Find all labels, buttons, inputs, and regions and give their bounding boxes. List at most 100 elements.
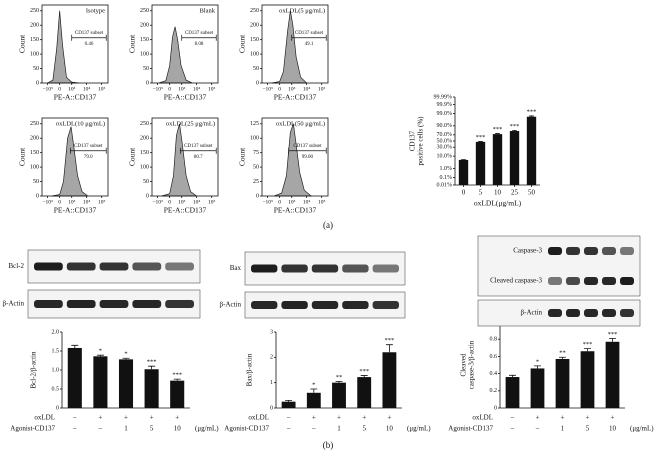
gate bbox=[71, 34, 107, 41]
blot-band bbox=[165, 300, 194, 308]
panel-label: (b) bbox=[323, 440, 334, 450]
significance: * bbox=[536, 358, 539, 365]
gate bbox=[69, 147, 107, 154]
blot-band bbox=[66, 300, 96, 308]
error-bar bbox=[609, 337, 616, 342]
x-tick-label: 5 bbox=[479, 189, 483, 197]
y-tick-label: 100 bbox=[30, 51, 39, 57]
x-tick-label: 10³ bbox=[178, 199, 186, 205]
y-tick-label: 100 bbox=[30, 164, 39, 170]
treatment-label: – bbox=[72, 425, 77, 433]
blot-band bbox=[34, 300, 63, 308]
gate bbox=[181, 34, 217, 41]
blot-band bbox=[566, 277, 580, 285]
x-tick-label: 10⁴ bbox=[303, 86, 311, 92]
treatment-name: oxLDL bbox=[248, 414, 269, 422]
gate-label: CD137 subset bbox=[295, 31, 324, 36]
treatment-label: – bbox=[98, 425, 103, 433]
x-tick-label: 10³ bbox=[178, 86, 186, 92]
x-tick-label: 10⁵ bbox=[208, 199, 216, 205]
treatment-label: – bbox=[286, 414, 291, 422]
blot-band bbox=[372, 264, 399, 273]
y-tick-label: 50.0% bbox=[437, 138, 453, 144]
error-bar bbox=[385, 344, 393, 353]
treatment-name: Agonist-CD137 bbox=[224, 425, 269, 433]
y-tick-label: 70.0% bbox=[437, 132, 453, 138]
y-tick-label: 0 bbox=[36, 80, 39, 86]
y-tick-label: 100 bbox=[140, 164, 149, 170]
bar bbox=[605, 341, 620, 408]
y-tick-label: 0.2 bbox=[490, 388, 498, 394]
treatment-label: – bbox=[535, 425, 540, 433]
bar bbox=[67, 347, 82, 408]
y-tick-label: 25 bbox=[253, 179, 259, 185]
significance: * bbox=[99, 348, 102, 355]
treatment-label: – bbox=[311, 425, 316, 433]
blot-label: Bcl-2 bbox=[8, 262, 24, 270]
significance: *** bbox=[147, 359, 157, 366]
x-tick-label: 0 bbox=[462, 189, 466, 197]
bar bbox=[509, 131, 520, 185]
y-tick-label: 99.99% bbox=[434, 94, 453, 100]
y-axis-label: Bax/β-actin bbox=[246, 353, 254, 386]
blot-band bbox=[34, 262, 63, 271]
y-axis-label: Cleaved bbox=[460, 353, 468, 376]
plot-frame bbox=[41, 4, 109, 84]
y-tick-label: 200 bbox=[140, 23, 149, 29]
y-tick-label: 200 bbox=[140, 136, 149, 142]
bar bbox=[144, 369, 159, 408]
x-tick-label: 10³ bbox=[288, 86, 296, 92]
treatment-label: 10 bbox=[609, 425, 617, 433]
gate-percent: 49.1 bbox=[305, 42, 314, 47]
x-tick-label: 10⁴ bbox=[83, 86, 91, 92]
plot-frame bbox=[41, 117, 109, 197]
bar bbox=[306, 392, 321, 408]
y-axis-label: Count bbox=[18, 147, 27, 166]
y-tick-label: 200 bbox=[250, 23, 259, 29]
blot-label: Cleaved caspase-3 bbox=[490, 277, 542, 285]
x-tick-label: 50 bbox=[528, 189, 536, 197]
histogram bbox=[161, 123, 198, 197]
y-tick-label: 2 bbox=[270, 355, 273, 361]
x-tick-label: −10³ bbox=[262, 86, 273, 92]
chart-title: oxLDL(50 μg/mL) bbox=[276, 120, 325, 127]
treatment-label: + bbox=[175, 414, 179, 422]
blot-band bbox=[251, 301, 278, 309]
y-axis-label: Count bbox=[238, 147, 247, 166]
x-tick-label: 10⁵ bbox=[208, 86, 216, 92]
treatment-label: + bbox=[561, 414, 565, 422]
y-tick-label: 3 bbox=[270, 329, 273, 335]
treatment-label: 5 bbox=[362, 425, 366, 433]
plot-frame bbox=[151, 117, 219, 197]
blot-label: Caspase-3 bbox=[513, 247, 542, 255]
blot-band bbox=[251, 264, 278, 273]
blot-band bbox=[566, 309, 580, 317]
x-tick-label: 10 bbox=[494, 189, 502, 197]
y-tick-label: 2.0 bbox=[52, 329, 60, 335]
y-tick-label: 0.1% bbox=[440, 175, 453, 181]
treatment-label: + bbox=[362, 414, 366, 422]
error-bar bbox=[360, 375, 368, 378]
plot-frame bbox=[261, 117, 329, 197]
y-tick-label: 0.8 bbox=[490, 337, 498, 343]
x-tick-label: −10³ bbox=[262, 199, 273, 205]
treatment-label: + bbox=[611, 414, 615, 422]
x-tick-label: 10³ bbox=[68, 86, 76, 92]
treatment-name: oxLDL bbox=[472, 414, 493, 422]
blot-band bbox=[548, 247, 562, 255]
bar bbox=[170, 380, 185, 408]
y-tick-label: 150 bbox=[140, 37, 149, 43]
significance: *** bbox=[527, 108, 537, 115]
error-bar bbox=[529, 115, 534, 117]
blot-band bbox=[548, 309, 562, 317]
y-tick-label: 10.0% bbox=[437, 154, 453, 160]
treatment-name: oxLDL bbox=[34, 414, 55, 422]
blot-label: β-Actin bbox=[521, 309, 543, 317]
error-bar bbox=[559, 356, 566, 359]
blot-band bbox=[584, 309, 598, 317]
error-bar bbox=[310, 388, 318, 393]
x-tick-label: 0 bbox=[58, 199, 61, 205]
blot-band bbox=[620, 247, 634, 255]
y-tick-label: 50 bbox=[253, 66, 259, 72]
